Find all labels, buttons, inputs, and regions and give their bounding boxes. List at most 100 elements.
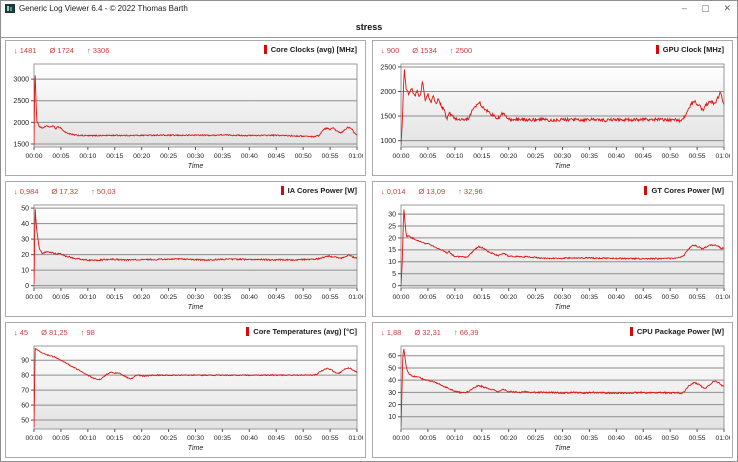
svg-text:00:15: 00:15 bbox=[473, 435, 490, 442]
minimize-button[interactable]: – bbox=[681, 3, 687, 13]
chart-panel-gt-cores-power: ↓ 0,014 Ø 13,09 ↑ 32,96 GT Cores Power [W] 0 5 10… bbox=[372, 181, 733, 317]
max-arrow-icon: ↑ bbox=[449, 46, 454, 55]
min-arrow-icon: ↓ bbox=[14, 187, 18, 196]
svg-text:Time: Time bbox=[188, 163, 204, 170]
svg-text:00:05: 00:05 bbox=[52, 153, 69, 160]
svg-text:00:40: 00:40 bbox=[241, 153, 258, 160]
stat-min: ↓ 45 bbox=[14, 328, 29, 337]
avg-icon: Ø bbox=[49, 46, 56, 55]
svg-text:1500: 1500 bbox=[13, 141, 29, 148]
svg-text:2500: 2500 bbox=[13, 98, 29, 105]
stat-avg: Ø 1534 bbox=[412, 46, 437, 55]
svg-text:80: 80 bbox=[21, 373, 29, 380]
chart-stats: ↓ 1481 Ø 1724 ↑ 3306 bbox=[14, 46, 109, 55]
svg-text:25: 25 bbox=[388, 223, 396, 230]
series-marker-icon bbox=[263, 45, 267, 54]
svg-text:00:25: 00:25 bbox=[527, 435, 544, 442]
svg-text:00:20: 00:20 bbox=[133, 294, 150, 301]
svg-text:00:55: 00:55 bbox=[322, 294, 339, 301]
stat-avg: Ø 17,32 bbox=[51, 187, 79, 196]
stat-max: ↑ 2500 bbox=[449, 46, 473, 55]
svg-text:00:25: 00:25 bbox=[527, 294, 544, 301]
svg-text:15: 15 bbox=[388, 247, 396, 254]
svg-text:5: 5 bbox=[392, 271, 396, 278]
svg-text:10: 10 bbox=[388, 259, 396, 266]
stat-min: ↓ 900 bbox=[381, 46, 400, 55]
svg-text:20: 20 bbox=[21, 252, 29, 259]
svg-text:30: 30 bbox=[388, 390, 396, 397]
svg-text:00:20: 00:20 bbox=[133, 435, 150, 442]
max-arrow-icon: ↑ bbox=[86, 46, 91, 55]
svg-text:00:35: 00:35 bbox=[581, 435, 598, 442]
svg-text:50: 50 bbox=[21, 206, 29, 213]
min-arrow-icon: ↓ bbox=[381, 187, 385, 196]
svg-text:0: 0 bbox=[392, 283, 396, 290]
svg-text:3000: 3000 bbox=[13, 77, 29, 84]
chart-title: IA Cores Power [W] bbox=[280, 186, 357, 195]
svg-text:00:20: 00:20 bbox=[500, 435, 517, 442]
svg-text:01:00: 01:00 bbox=[348, 294, 363, 301]
svg-text:40: 40 bbox=[21, 221, 29, 228]
svg-text:00:20: 00:20 bbox=[500, 153, 517, 160]
stat-max: ↑ 50,03 bbox=[91, 187, 116, 196]
svg-text:00:40: 00:40 bbox=[608, 294, 625, 301]
stat-min: ↓ 1,88 bbox=[381, 328, 402, 337]
stat-min: ↓ 1481 bbox=[14, 46, 37, 55]
chart-title: GPU Clock [MHz] bbox=[655, 45, 724, 54]
svg-text:00:10: 00:10 bbox=[79, 435, 96, 442]
app-icon bbox=[5, 4, 15, 13]
stat-max: ↑ 32,96 bbox=[458, 187, 483, 196]
svg-text:1000: 1000 bbox=[380, 138, 396, 145]
chart-stats: ↓ 0,014 Ø 13,09 ↑ 32,96 bbox=[381, 187, 483, 196]
chart-title: CPU Package Power [W] bbox=[629, 327, 724, 336]
chart-panel-cpu-package-power: ↓ 1,88 Ø 32,31 ↑ 66,39 CPU Package Power [W] 10… bbox=[372, 322, 733, 458]
series-marker-icon bbox=[280, 186, 284, 195]
min-arrow-icon: ↓ bbox=[381, 328, 385, 337]
series-marker-icon bbox=[644, 186, 648, 195]
svg-text:Time: Time bbox=[555, 163, 571, 170]
chart-panel-core-temperatures: ↓ 45 Ø 81,25 ↑ 98 Core Temperatures (avg) [°C]… bbox=[5, 322, 366, 458]
svg-text:70: 70 bbox=[21, 388, 29, 395]
svg-text:00:25: 00:25 bbox=[160, 294, 177, 301]
max-arrow-icon: ↑ bbox=[80, 328, 85, 337]
min-arrow-icon: ↓ bbox=[14, 46, 18, 55]
svg-text:Time: Time bbox=[555, 445, 571, 452]
svg-text:00:35: 00:35 bbox=[214, 294, 231, 301]
svg-text:00:55: 00:55 bbox=[689, 294, 706, 301]
min-arrow-icon: ↓ bbox=[381, 46, 385, 55]
svg-text:00:50: 00:50 bbox=[295, 153, 312, 160]
svg-text:00:30: 00:30 bbox=[554, 294, 571, 301]
svg-text:00:15: 00:15 bbox=[106, 294, 123, 301]
page-title: stress bbox=[355, 21, 383, 32]
svg-text:00:30: 00:30 bbox=[554, 153, 571, 160]
close-button[interactable]: ✕ bbox=[723, 3, 731, 13]
maximize-button[interactable]: ▢ bbox=[700, 3, 710, 13]
svg-text:10: 10 bbox=[21, 268, 29, 275]
svg-text:00:10: 00:10 bbox=[79, 294, 96, 301]
svg-text:0: 0 bbox=[25, 283, 29, 290]
chart-panel-ia-cores-power: ↓ 0,984 Ø 17,32 ↑ 50,03 IA Cores Power [W] 0 10 2… bbox=[5, 181, 366, 317]
svg-text:2000: 2000 bbox=[380, 89, 396, 96]
svg-text:00:10: 00:10 bbox=[79, 153, 96, 160]
svg-text:60: 60 bbox=[388, 353, 396, 360]
chart-plot: 1500 2000 2500 3000 00:00 00:05 00:10 00:15 00:2… bbox=[8, 61, 365, 171]
svg-text:00:10: 00:10 bbox=[446, 435, 463, 442]
svg-text:00:15: 00:15 bbox=[473, 294, 490, 301]
title-bar[interactable]: Generic Log Viewer 6.4 - © 2022 Thomas B… bbox=[1, 1, 737, 16]
stat-max: ↑ 98 bbox=[80, 328, 95, 337]
stat-min: ↓ 0,014 bbox=[381, 187, 406, 196]
svg-text:00:25: 00:25 bbox=[160, 435, 177, 442]
svg-text:00:40: 00:40 bbox=[241, 435, 258, 442]
svg-text:00:30: 00:30 bbox=[554, 435, 571, 442]
avg-icon: Ø bbox=[418, 187, 425, 196]
svg-text:00:40: 00:40 bbox=[608, 153, 625, 160]
svg-text:00:00: 00:00 bbox=[25, 435, 42, 442]
stat-max: ↑ 3306 bbox=[86, 46, 110, 55]
avg-icon: Ø bbox=[51, 187, 58, 196]
svg-text:00:55: 00:55 bbox=[689, 153, 706, 160]
svg-text:40: 40 bbox=[388, 378, 396, 385]
svg-text:00:20: 00:20 bbox=[133, 153, 150, 160]
svg-text:00:45: 00:45 bbox=[635, 294, 652, 301]
svg-text:00:15: 00:15 bbox=[473, 153, 490, 160]
svg-text:60: 60 bbox=[21, 402, 29, 409]
